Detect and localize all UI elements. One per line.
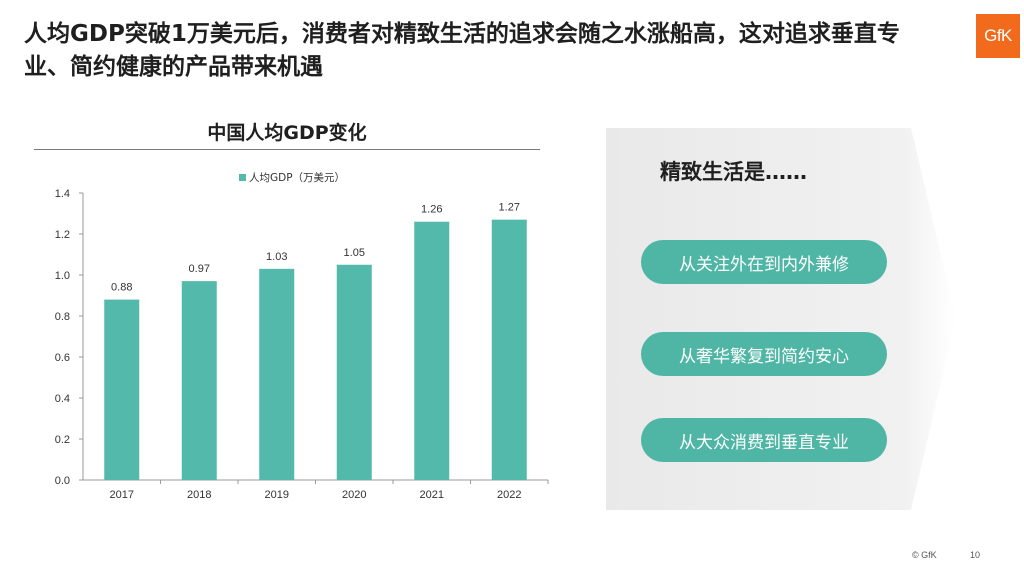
x-tick-label: 2021 [420,489,444,501]
lifestyle-pill-2: 从奢华繁复到简约安心 [641,332,887,376]
bar [104,299,140,480]
footer-copyright: © GfK [912,550,937,560]
y-tick-label: 0.2 [55,434,70,446]
bar [491,219,527,480]
y-tick-label: 1.4 [55,188,70,200]
y-tick-label: 0.8 [55,311,70,323]
y-tick-label: 1.2 [55,229,70,241]
x-tick-label: 2020 [342,489,366,501]
data-label: 1.27 [499,202,520,214]
arrow-panel [606,128,956,510]
legend-swatch [239,174,246,181]
x-tick-label: 2017 [110,489,134,501]
legend-label: 人均GDP（万美元） [249,171,345,184]
y-tick-label: 0.4 [55,393,70,405]
y-tick-label: 0.6 [55,352,70,364]
y-tick-label: 1.0 [55,270,70,282]
chart-title: 中国人均GDP变化 [207,122,367,144]
data-label: 1.05 [344,247,365,259]
data-label: 0.97 [189,263,210,275]
bar [259,268,295,480]
y-tick-label: 0.0 [55,475,70,487]
data-label: 1.03 [266,251,287,263]
bar [181,281,217,480]
data-label: 0.88 [111,282,132,294]
page-number: 10 [970,550,981,560]
chart-title-rule [34,149,540,150]
lifestyle-pill-3: 从大众消费到垂直专业 [641,418,887,462]
page-title: 人均GDP突破1万美元后，消费者对精致生活的追求会随之水涨船高，这对追求垂直专业… [24,21,900,80]
data-label: 1.26 [421,204,442,216]
bar [336,264,372,480]
panel-title: 精致生活是…… [660,160,807,184]
gfk-logo: GfK [976,14,1020,58]
x-tick-label: 2018 [187,489,211,501]
lifestyle-pill-1: 从关注外在到内外兼修 [641,240,887,284]
x-tick-label: 2019 [265,489,289,501]
bar [414,221,450,480]
x-tick-label: 2022 [497,489,521,501]
gdp-bar-chart: 0.0 0.2 0.4 0.6 0.8 1.0 1.2 1.4 0.88 2017 0.97 2018… [55,171,549,501]
